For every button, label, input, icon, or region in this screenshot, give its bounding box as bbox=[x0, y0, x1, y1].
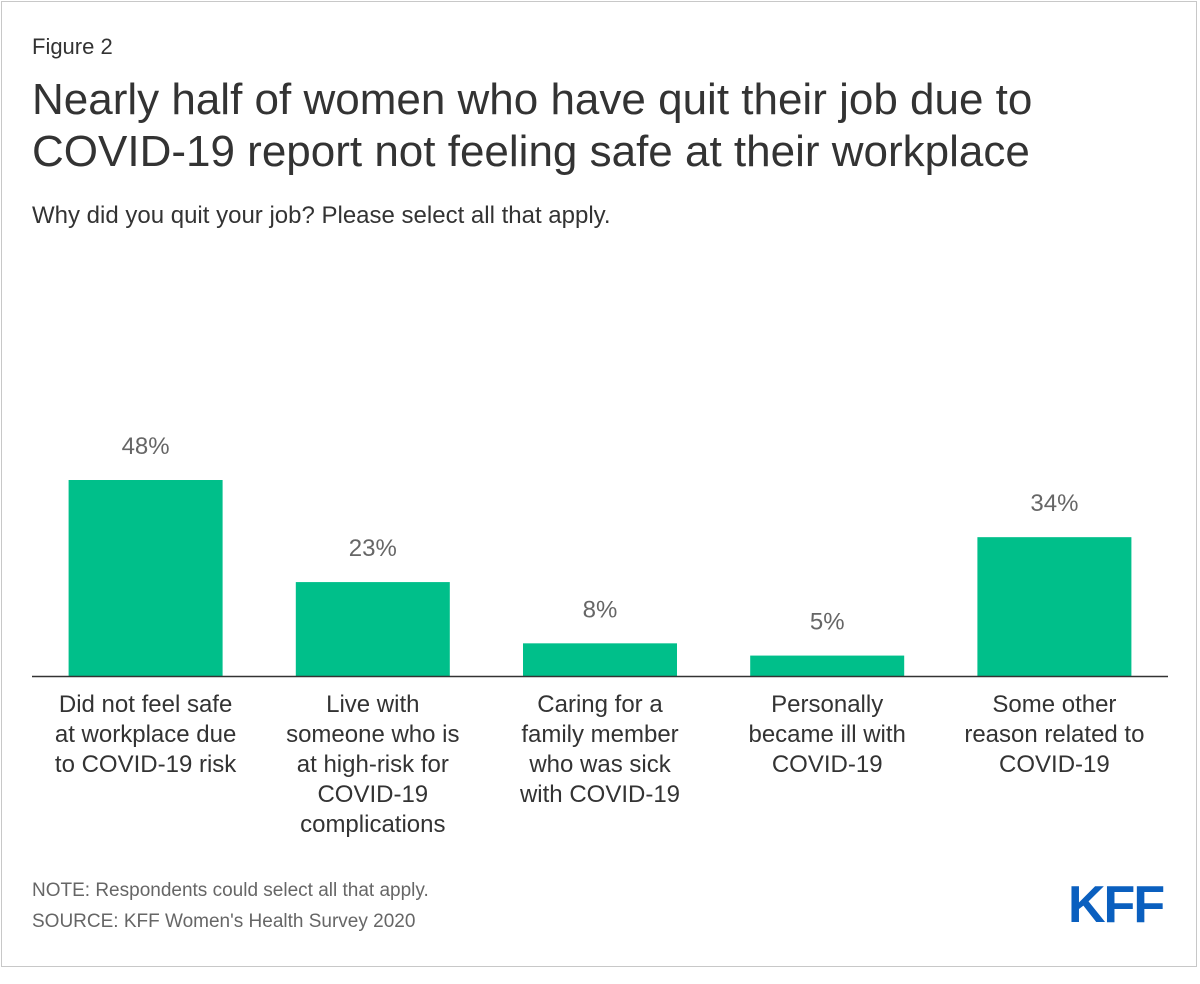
category-label-line: someone who is bbox=[286, 721, 459, 748]
category-label-line: reason related to bbox=[964, 721, 1144, 748]
bar-4 bbox=[750, 655, 905, 676]
bar-5 bbox=[977, 537, 1132, 676]
bar-chart: 48% Did not feel safe at workplace due to C… bbox=[32, 433, 1168, 838]
chart-title: Nearly half of women who have quit their… bbox=[32, 75, 1033, 176]
category-label-5: Some other reason related to COVID-19 bbox=[964, 691, 1144, 778]
data-label-2: 23% bbox=[349, 535, 397, 562]
category-label-line: COVID-19 bbox=[772, 751, 883, 778]
figure-label: Figure 2 bbox=[32, 34, 113, 59]
category-label-line: to COVID-19 risk bbox=[55, 751, 237, 778]
category-label-line: Personally bbox=[771, 691, 883, 718]
kff-logo-text: KFF bbox=[1068, 876, 1163, 930]
category-label-line: Caring for a bbox=[537, 691, 663, 718]
category-label-line: Did not feel safe bbox=[59, 691, 232, 718]
category-label-line: complications bbox=[300, 811, 445, 838]
category-label-line: family member bbox=[521, 721, 678, 748]
category-label-line: with COVID-19 bbox=[519, 781, 680, 808]
chart-note: NOTE: Respondents could select all that … bbox=[32, 880, 429, 901]
category-label-1: Did not feel safe at workplace due to COVI… bbox=[55, 691, 237, 778]
category-label-line: Live with bbox=[326, 691, 419, 718]
category-label-line: at workplace due bbox=[55, 721, 236, 748]
category-label-line: COVID-19 bbox=[999, 751, 1110, 778]
bar-2 bbox=[295, 582, 450, 676]
chart-source: SOURCE: KFF Women's Health Survey 2020 bbox=[32, 911, 416, 932]
category-label-line: COVID-19 bbox=[317, 781, 428, 808]
category-label-3: Caring for a family member who was sick wit… bbox=[519, 691, 680, 808]
data-label-5: 34% bbox=[1030, 490, 1078, 517]
category-label-line: who was sick bbox=[528, 751, 671, 778]
chart-subtitle: Why did you quit your job? Please select… bbox=[32, 202, 611, 229]
bar-3 bbox=[523, 643, 677, 676]
data-label-4: 5% bbox=[810, 609, 845, 636]
category-label-line: became ill with bbox=[748, 721, 905, 748]
data-label-3: 8% bbox=[583, 596, 618, 623]
category-label-2: Live with someone who is at high-risk for C… bbox=[286, 691, 459, 838]
category-label-4: Personally became ill with COVID-19 bbox=[748, 691, 905, 778]
category-label-line: Some other bbox=[992, 691, 1116, 718]
category-label-line: at high-risk for bbox=[297, 751, 449, 778]
data-label-1: 48% bbox=[122, 433, 170, 460]
kff-logo: KFF bbox=[1068, 876, 1165, 930]
bar-1 bbox=[68, 480, 223, 676]
